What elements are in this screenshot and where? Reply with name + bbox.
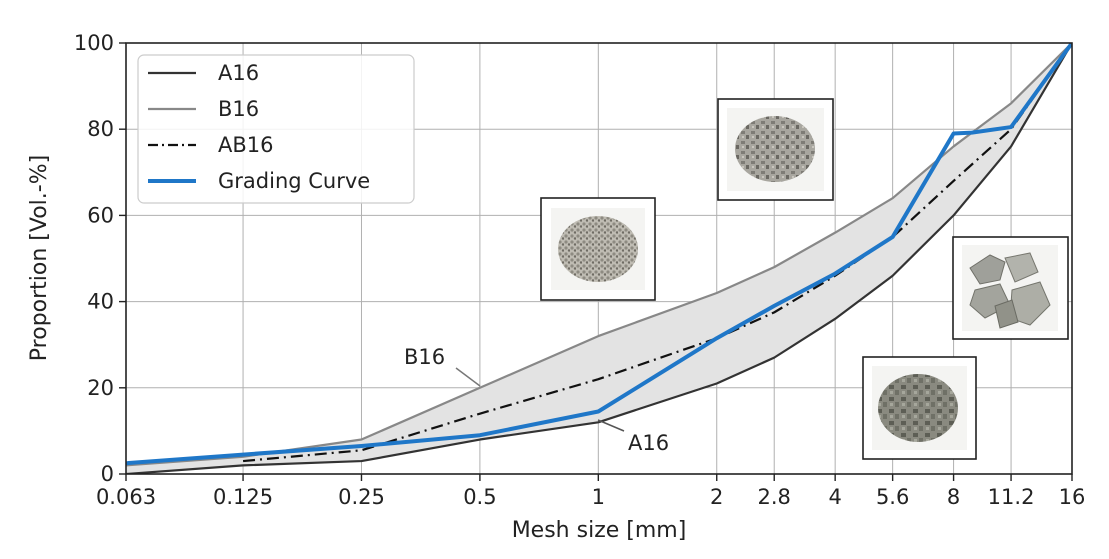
- y-tick-label: 80: [87, 117, 114, 141]
- legend: A16 B16 AB16 Grading Curve: [137, 54, 415, 204]
- y-tick-label: 0: [101, 462, 114, 486]
- x-tick-label: 2.8: [758, 485, 791, 509]
- x-tick-label: 0.063: [96, 485, 156, 509]
- x-tick-label: 8: [947, 485, 960, 509]
- x-tick-label: 1: [592, 485, 605, 509]
- sample-photo-medium: [717, 98, 834, 201]
- annotation-b16: B16: [404, 345, 481, 387]
- sample-photo-gravel: [862, 356, 977, 460]
- annotation-b16-text: B16: [404, 345, 445, 369]
- legend-label-b16: B16: [218, 97, 259, 121]
- series-line-a16: [126, 43, 1072, 474]
- x-tick-label: 11.2: [988, 485, 1035, 509]
- range-band: [126, 43, 1072, 474]
- legend-label-a16: A16: [218, 61, 259, 85]
- annotation-a16: A16: [597, 419, 669, 455]
- x-tick-label: 5.6: [876, 485, 909, 509]
- x-tick-label: 16: [1059, 485, 1086, 509]
- series-line-b16: [126, 43, 1072, 467]
- sample-photo-coarse: [952, 236, 1069, 340]
- series-line-ab16: [242, 43, 1072, 463]
- y-tick-label: 40: [87, 290, 114, 314]
- x-tick-label: 0.5: [463, 485, 496, 509]
- x-tick-label: 2: [710, 485, 723, 509]
- x-tick-label: 0.25: [338, 485, 385, 509]
- x-tick-label: 4: [828, 485, 841, 509]
- annotation-a16-text: A16: [628, 431, 669, 455]
- x-tick-label: 0.125: [213, 485, 273, 509]
- y-tick-label: 60: [87, 203, 114, 227]
- series-line-grading-curve: [126, 43, 1072, 466]
- sample-photo-fine: [540, 197, 656, 301]
- y-tick-label: 20: [87, 376, 114, 400]
- legend-label-grading-curve: Grading Curve: [218, 169, 370, 193]
- annotation-b16-pointer: [455, 367, 481, 387]
- x-axis-label: Mesh size [mm]: [512, 518, 687, 543]
- legend-label-ab16: AB16: [218, 133, 274, 157]
- annotation-a16-pointer: [597, 419, 625, 432]
- y-axis-label: Proportion [Vol.-%]: [27, 155, 52, 361]
- y-tick-label: 100: [74, 31, 114, 55]
